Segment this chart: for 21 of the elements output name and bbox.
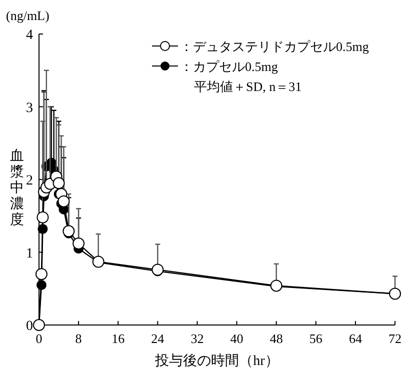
x-tick-label: 0 <box>36 331 42 346</box>
y-tick-label: 3 <box>26 100 33 116</box>
y-axis-title: 血漿中濃度 <box>10 148 24 228</box>
y-tick-label: 1 <box>26 246 33 262</box>
x-tick-label: 8 <box>75 331 82 346</box>
x-tick-label: 72 <box>388 331 402 346</box>
x-tick-label: 32 <box>190 331 204 346</box>
x-axis-title: 投与後の時間（hr） <box>154 353 279 369</box>
x-tick-label: 40 <box>230 331 244 346</box>
annotation: 平均値＋SD, n＝31 <box>194 79 302 94</box>
legend-label: ：カプセル0.5mg <box>180 59 278 74</box>
text: (ng/mL) <box>6 8 50 23</box>
x-tick-label: 24 <box>151 331 165 346</box>
x-tick-label: 16 <box>112 331 126 346</box>
x-tick-label: 56 <box>309 331 323 346</box>
x-tick-label: 48 <box>270 331 283 346</box>
y-tick-label: 2 <box>26 174 33 188</box>
y-tick-label: 0 <box>26 319 33 334</box>
x-tick-label: 64 <box>348 331 362 346</box>
legend-label: ：デュタステリドカプセル0.5mg <box>180 39 370 54</box>
y-tick-label: 4 <box>26 28 33 43</box>
